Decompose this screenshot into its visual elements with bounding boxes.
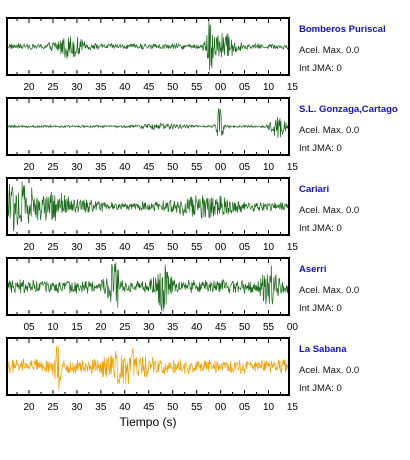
tick-label: 35: [167, 322, 179, 333]
tick-label: 10: [263, 242, 275, 253]
tick-label: 20: [23, 82, 35, 93]
tick-label: 05: [239, 162, 251, 173]
max-acceleration-label: Acel. Max. 0.0: [299, 365, 359, 376]
tick-label: 20: [23, 242, 35, 253]
tick-label: 15: [71, 322, 83, 333]
jma-intensity-label: Int JMA: 0: [299, 383, 342, 394]
waveform-trace: [7, 181, 289, 231]
tick-label: 05: [239, 242, 251, 253]
tick-label: 05: [23, 322, 35, 333]
jma-intensity-label: Int JMA: 0: [299, 63, 342, 74]
tick-label: 50: [167, 242, 179, 253]
plot-frame: [6, 177, 290, 236]
max-acceleration-label: Acel. Max. 0.0: [299, 285, 359, 296]
waveform-trace: [7, 262, 289, 312]
jma-intensity-label: Int JMA: 0: [299, 143, 342, 154]
plot-frame: [6, 257, 290, 316]
jma-intensity-label: Int JMA: 0: [299, 303, 342, 314]
tick-label: 50: [167, 162, 179, 173]
tick-label: 30: [71, 82, 83, 93]
jma-intensity-label: Int JMA: 0: [299, 223, 342, 234]
tick-label: 55: [191, 162, 203, 173]
max-acceleration-label: Acel. Max. 0.0: [299, 125, 359, 136]
tick-label: 10: [263, 402, 275, 413]
tick-label: 55: [191, 402, 203, 413]
tick-label: 20: [23, 162, 35, 173]
tick-label: 35: [95, 402, 107, 413]
waveform-trace: [7, 108, 289, 138]
tick-label: 20: [23, 402, 35, 413]
tick-label: 40: [119, 402, 131, 413]
tick-label: 25: [47, 402, 59, 413]
tick-label: 40: [119, 162, 131, 173]
tick-label: 30: [143, 322, 155, 333]
tick-label: 40: [119, 82, 131, 93]
tick-label: 05: [239, 82, 251, 93]
x-axis-title: Tiempo (s): [120, 415, 177, 429]
tick-label: 10: [47, 322, 59, 333]
station-name: La Sabana: [299, 344, 347, 355]
plot-frame: [6, 337, 290, 396]
tick-label: 00: [215, 82, 227, 93]
tick-label: 25: [47, 162, 59, 173]
plot-frame: [6, 17, 290, 76]
panel-2: 20 25 30 35 40 45 50 55 00 05 10 15 S.L. Gonzaga,Car…: [6, 97, 398, 173]
tick-label: 30: [71, 242, 83, 253]
tick-label: 00: [287, 322, 299, 333]
tick-label: 40: [119, 242, 131, 253]
station-name: Cariari: [299, 184, 329, 195]
tick-label: 00: [215, 402, 227, 413]
tick-label: 45: [215, 322, 227, 333]
tick-label: 30: [71, 402, 83, 413]
tick-label: 25: [47, 82, 59, 93]
tick-label: 45: [143, 162, 155, 173]
panel-3: 20 25 30 35 40 45 50 55 00 05 10 15 Cariari Acel. Max…: [6, 177, 359, 253]
tick-label: 50: [167, 402, 179, 413]
tick-label: 40: [191, 322, 203, 333]
waveform-trace: [7, 345, 289, 391]
tick-label: 45: [143, 402, 155, 413]
tick-label: 50: [167, 82, 179, 93]
tick-label: 45: [143, 82, 155, 93]
tick-label: 35: [95, 82, 107, 93]
tick-label: 25: [47, 242, 59, 253]
tick-label: 15: [287, 162, 299, 173]
tick-label: 25: [119, 322, 131, 333]
tick-label: 50: [239, 322, 251, 333]
tick-label: 55: [263, 322, 275, 333]
tick-label: 30: [71, 162, 83, 173]
station-name: S.L. Gonzaga,Cartago: [299, 104, 398, 115]
tick-label: 45: [143, 242, 155, 253]
panel-5: 20 25 30 35 40 45 50 55 00 05 10 15 La Sabana Acel. M…: [6, 337, 359, 413]
station-name: Bomberos Puriscal: [299, 24, 386, 35]
tick-label: 35: [95, 162, 107, 173]
panel-1: 20 25 30 35 40 45 50 55 00 05 10 15 Bomberos Purisca…: [6, 17, 386, 93]
panel-4: 05 10 15 20 25 30 35 40 45 50 55 00 Aserri Acel. Max.…: [6, 257, 359, 333]
plot-frame: [6, 97, 290, 156]
station-name: Aserri: [299, 264, 326, 275]
tick-label: 10: [263, 82, 275, 93]
tick-label: 55: [191, 242, 203, 253]
tick-label: 10: [263, 162, 275, 173]
waveform-trace: [7, 20, 289, 71]
tick-label: 20: [95, 322, 107, 333]
max-acceleration-label: Acel. Max. 0.0: [299, 45, 359, 56]
max-acceleration-label: Acel. Max. 0.0: [299, 205, 359, 216]
tick-label: 05: [239, 402, 251, 413]
tick-label: 55: [191, 82, 203, 93]
tick-label: 15: [287, 242, 299, 253]
tick-label: 00: [215, 162, 227, 173]
tick-label: 15: [287, 82, 299, 93]
tick-label: 35: [95, 242, 107, 253]
tick-label: 00: [215, 242, 227, 253]
tick-label: 15: [287, 402, 299, 413]
